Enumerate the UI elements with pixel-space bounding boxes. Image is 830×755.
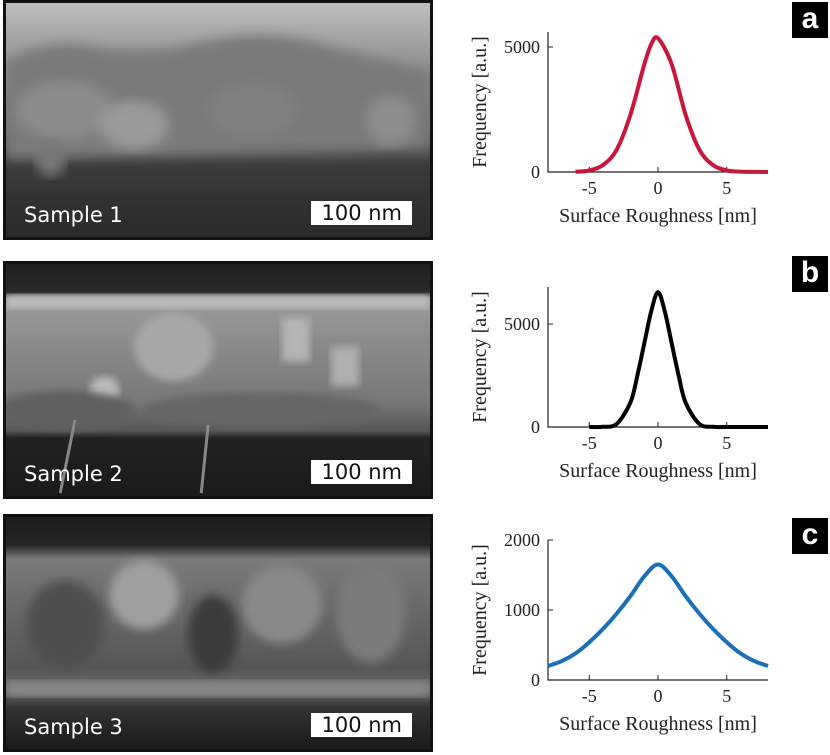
y-tick-label: 0 bbox=[531, 670, 540, 690]
x-axis-title: Surface Roughness [nm] bbox=[559, 460, 757, 482]
y-tick-label: 2000 bbox=[504, 530, 540, 550]
scale-bar-label: 100 nm bbox=[311, 460, 412, 484]
panel-badge-c: c bbox=[792, 518, 828, 554]
sem-texture-3 bbox=[6, 517, 430, 749]
x-tick-label: -5 bbox=[582, 433, 597, 453]
axis-frame bbox=[547, 32, 768, 173]
histogram-svg-b: -5 0 5 0 5000 Surface Roughness [nm] Frequency… bbox=[469, 287, 768, 482]
series-line bbox=[575, 35, 769, 174]
sem-image-sample-3: Sample 3 100 nm bbox=[3, 514, 433, 752]
axis-frame bbox=[547, 540, 768, 681]
series-line bbox=[589, 290, 768, 430]
sample-label: Sample 2 bbox=[24, 462, 123, 486]
y-tick-label: 5000 bbox=[504, 37, 540, 57]
axis-frame bbox=[547, 287, 768, 428]
y-axis-title: Frequency [a.u.] bbox=[469, 291, 491, 423]
x-axis-title: Surface Roughness [nm] bbox=[559, 205, 757, 227]
panel-badge-b: b bbox=[792, 256, 828, 292]
x-tick-label: 5 bbox=[722, 178, 731, 198]
sem-texture-1 bbox=[6, 3, 430, 237]
histogram-plot-a: -5 0 5 0 5000 Surface Roughness [nm] Frequency… bbox=[460, 20, 790, 245]
series-line bbox=[547, 562, 769, 668]
sem-image-sample-1: Sample 1 100 nm bbox=[3, 0, 433, 240]
y-tick-label: 1000 bbox=[504, 600, 540, 620]
panel-badge-a: a bbox=[792, 2, 828, 38]
sample-label: Sample 1 bbox=[24, 203, 123, 227]
scale-bar-label: 100 nm bbox=[311, 713, 412, 737]
sem-image-sample-2: Sample 2 100 nm bbox=[3, 261, 433, 499]
y-axis-title: Frequency [a.u.] bbox=[469, 544, 491, 676]
x-tick-label: 0 bbox=[654, 686, 663, 706]
x-tick-label: -5 bbox=[582, 686, 597, 706]
y-axis-title: Frequency [a.u.] bbox=[469, 36, 491, 168]
x-tick-label: 5 bbox=[722, 686, 731, 706]
scale-bar-label: 100 nm bbox=[311, 201, 412, 225]
histogram-svg-c: -5 0 5 0 1000 2000 Surface Roughness [nm] Frequ… bbox=[469, 530, 769, 735]
x-tick-label: -5 bbox=[582, 178, 597, 198]
x-tick-label: 0 bbox=[654, 433, 663, 453]
x-tick-label: 0 bbox=[654, 178, 663, 198]
x-axis-title: Surface Roughness [nm] bbox=[559, 713, 757, 735]
y-tick-label: 0 bbox=[531, 162, 540, 182]
y-tick-label: 5000 bbox=[504, 314, 540, 334]
histogram-plot-c: -5 0 5 0 1000 2000 Surface Roughness [nm] Frequ… bbox=[460, 528, 790, 753]
y-tick-label: 0 bbox=[531, 417, 540, 437]
sem-texture-2 bbox=[6, 264, 430, 496]
histogram-svg-a: -5 0 5 0 5000 Surface Roughness [nm] Frequency… bbox=[469, 32, 769, 227]
x-tick-label: 5 bbox=[722, 433, 731, 453]
histogram-plot-b: -5 0 5 0 5000 Surface Roughness [nm] Frequency… bbox=[460, 275, 790, 500]
sample-label: Sample 3 bbox=[24, 715, 123, 739]
